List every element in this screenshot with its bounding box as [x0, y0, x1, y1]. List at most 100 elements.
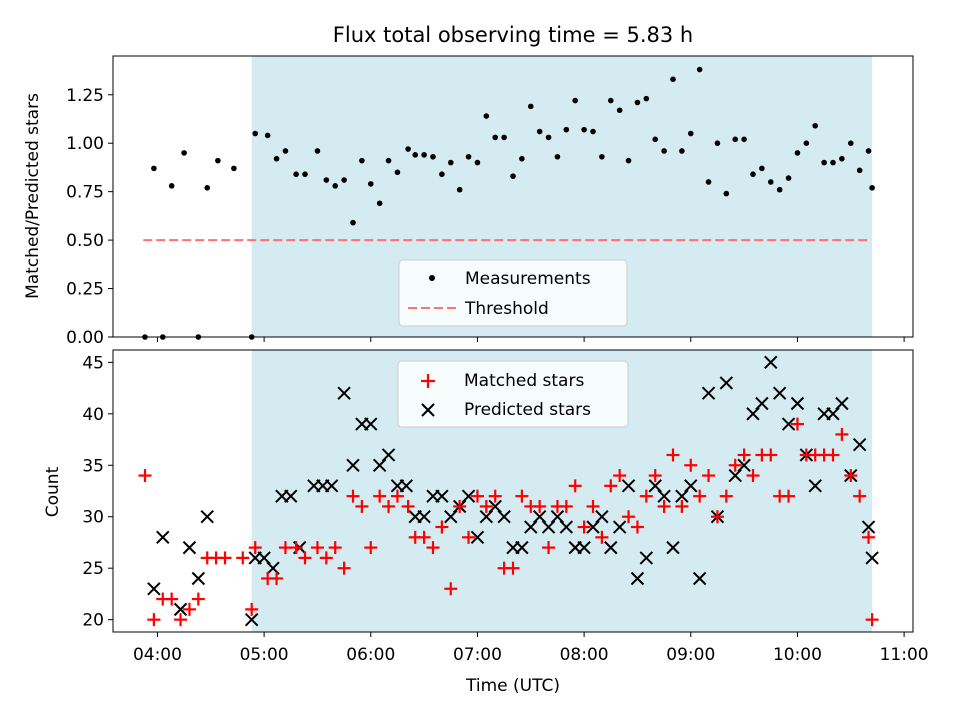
top-panel-marks — [142, 66, 875, 340]
matched-star-point — [390, 489, 404, 503]
matched-star-point — [289, 541, 303, 555]
predicted-star-point — [666, 540, 680, 555]
legend-threshold-label: Threshold — [464, 299, 549, 319]
matched-star-point — [630, 520, 644, 534]
predicted-star-point — [324, 479, 339, 493]
measurement-point — [821, 159, 827, 166]
x-tick-label: 11:00 — [880, 645, 929, 665]
legend-predicted-label: Predicted stars — [464, 400, 591, 420]
y-tick-label: 35 — [82, 456, 104, 476]
measurement-point — [215, 157, 221, 164]
predicted-star-point — [595, 510, 609, 524]
measurement-point — [341, 177, 347, 183]
matched-star-point — [506, 561, 520, 575]
legend-predicted-marker — [421, 403, 435, 417]
measurement-point — [501, 134, 507, 141]
measurement-point — [785, 175, 792, 181]
measurement-point — [634, 99, 641, 106]
matched-star-point — [737, 448, 751, 462]
measurement-point — [661, 148, 667, 154]
matched-star-point — [568, 479, 582, 493]
predicted-star-point — [399, 479, 414, 493]
measurement-point — [204, 184, 211, 191]
predicted-star-point — [808, 479, 822, 493]
measurement-point — [367, 181, 374, 187]
measurement-point — [231, 165, 237, 172]
matched-star-point — [586, 499, 600, 513]
x-axis-label: Time (UTC) — [465, 676, 560, 696]
matched-star-point — [865, 613, 879, 627]
matched-star-point — [147, 613, 161, 627]
measurement-point — [545, 134, 552, 141]
matched-star-point — [328, 541, 342, 555]
matched-star-point — [782, 489, 796, 503]
matched-star-point — [648, 469, 662, 483]
matched-star-point — [862, 530, 876, 544]
top-y-axis-label: Matched/Predicted stars — [23, 93, 43, 299]
measurement-point — [350, 219, 356, 226]
matched-star-point — [382, 499, 396, 513]
predicted-star-point — [244, 612, 259, 627]
measurement-point — [607, 97, 614, 104]
top-y-ticks: 0.00 0.25 0.50 0.75 1.00 1.25 — [66, 86, 113, 348]
matched-star-point — [337, 561, 351, 575]
measurement-point — [282, 148, 289, 154]
x-tick-label: 07:00 — [453, 645, 502, 665]
y-tick-label: 0.50 — [66, 231, 104, 251]
measurement-point — [151, 165, 157, 172]
measurement-point — [465, 153, 472, 160]
predicted-star-point — [381, 448, 396, 462]
predicted-star-point — [692, 571, 707, 586]
measurement-point — [519, 155, 525, 162]
x-tick-label: 05:00 — [240, 645, 289, 665]
measurement-point — [302, 171, 308, 178]
matched-star-point — [826, 448, 840, 462]
measurement-point — [581, 126, 587, 133]
measurement-point — [616, 107, 623, 114]
measurement-point — [412, 152, 419, 158]
measurement-point — [430, 153, 436, 160]
measurement-point — [421, 152, 427, 158]
predicted-star-point — [515, 540, 529, 555]
matched-star-point — [559, 499, 573, 513]
legend-matched-marker — [421, 374, 435, 388]
matched-star-point — [270, 571, 284, 585]
predicted-star-point — [852, 437, 867, 452]
x-tick-label: 09:00 — [666, 645, 715, 665]
predicted-star-point — [147, 582, 161, 596]
bottom-panel-marks — [138, 355, 879, 627]
measurement-point — [483, 113, 490, 119]
measurement-point — [590, 128, 596, 135]
matched-star-point — [373, 489, 387, 503]
predicted-star-point — [284, 489, 298, 503]
matched-star-point — [622, 510, 636, 524]
matched-star-point — [728, 458, 742, 472]
measurement-point — [332, 183, 339, 189]
measurement-point — [830, 159, 836, 166]
measurement-point — [273, 155, 280, 162]
measurement-point — [376, 200, 383, 207]
bottom-legend-box — [397, 360, 629, 428]
matched-star-point — [435, 520, 449, 534]
matched-star-point — [417, 530, 431, 544]
top-panel-frame — [112, 55, 914, 338]
matched-star-point — [710, 510, 724, 524]
measurement-point — [168, 183, 175, 189]
measurement-point — [714, 140, 721, 147]
measurement-point — [865, 148, 872, 154]
measurement-point — [447, 159, 454, 166]
matched-star-point — [364, 541, 378, 555]
matched-star-point — [542, 541, 556, 555]
matched-star-point — [746, 469, 760, 483]
bottom-legend: Matched stars Predicted stars — [397, 360, 629, 428]
predicted-star-point — [755, 396, 769, 411]
predicted-star-point — [497, 510, 511, 524]
matched-star-point — [319, 551, 333, 565]
matched-star-point — [764, 448, 778, 462]
matched-star-point — [174, 613, 188, 627]
matched-star-point — [790, 417, 804, 431]
matched-star-point — [310, 541, 324, 555]
matched-star-point — [462, 530, 476, 544]
measurement-point — [741, 136, 747, 143]
matched-star-point — [444, 582, 458, 596]
